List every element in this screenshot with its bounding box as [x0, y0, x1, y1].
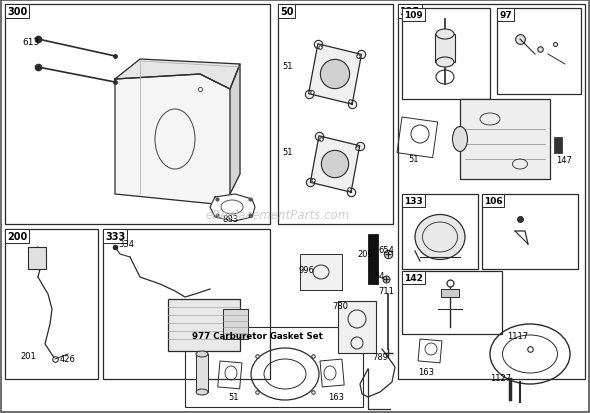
Text: 711: 711	[378, 286, 394, 295]
Text: 789: 789	[372, 352, 388, 361]
Bar	[300, 254, 342, 290]
Bar	[402, 271, 502, 334]
Text: 106: 106	[484, 197, 503, 206]
Bar	[103, 230, 270, 379]
Bar	[168, 299, 240, 351]
Text: 209: 209	[357, 249, 373, 259]
Text: 51: 51	[282, 62, 293, 71]
Text: 1117: 1117	[507, 331, 528, 340]
Text: 109: 109	[404, 11, 423, 20]
Text: 201: 201	[20, 351, 36, 360]
Text: 142: 142	[404, 273, 423, 282]
Polygon shape	[115, 75, 230, 204]
Text: 50: 50	[280, 7, 293, 17]
Bar	[397, 118, 438, 158]
Bar	[185, 327, 363, 407]
Polygon shape	[309, 45, 362, 105]
Bar	[398, 5, 585, 379]
Text: 996: 996	[298, 266, 314, 274]
Text: eReplacementParts.com: eReplacementParts.com	[205, 208, 349, 221]
Text: 54: 54	[374, 271, 385, 280]
Text: 780: 780	[332, 301, 348, 310]
Ellipse shape	[436, 30, 454, 40]
Polygon shape	[230, 65, 240, 195]
Polygon shape	[310, 136, 360, 193]
Bar	[418, 339, 442, 363]
Text: 977 Carburetor Gasket Set: 977 Carburetor Gasket Set	[192, 331, 323, 340]
Text: 334: 334	[118, 240, 134, 248]
Bar	[338, 301, 376, 353]
Bar	[402, 9, 490, 100]
Text: 163: 163	[418, 367, 434, 376]
Bar	[435, 35, 455, 63]
Text: 133: 133	[404, 197, 423, 206]
Text: 300: 300	[7, 7, 27, 17]
Bar	[28, 247, 46, 269]
Bar	[320, 359, 344, 387]
Ellipse shape	[415, 215, 465, 260]
Ellipse shape	[196, 389, 208, 395]
Bar	[482, 195, 578, 269]
Polygon shape	[210, 195, 255, 221]
Ellipse shape	[322, 151, 349, 178]
Text: 654: 654	[378, 245, 394, 254]
Text: 163: 163	[328, 392, 344, 401]
Ellipse shape	[320, 60, 350, 89]
Text: 883: 883	[222, 214, 238, 223]
Bar	[5, 230, 98, 379]
Text: 613: 613	[22, 38, 40, 47]
Bar	[223, 309, 248, 339]
Bar	[196, 354, 208, 392]
Text: 125: 125	[400, 7, 420, 17]
Bar	[5, 5, 270, 224]
Text: 333: 333	[105, 231, 125, 242]
Bar	[554, 138, 562, 154]
Ellipse shape	[453, 127, 467, 152]
Bar	[402, 195, 478, 269]
Text: 426: 426	[60, 354, 76, 363]
Text: 147: 147	[556, 156, 572, 165]
Bar	[218, 361, 242, 389]
Bar	[460, 100, 550, 180]
Ellipse shape	[196, 351, 208, 357]
Polygon shape	[115, 60, 240, 90]
Text: 1127: 1127	[490, 373, 511, 382]
Bar	[441, 289, 459, 297]
Bar	[497, 9, 581, 95]
Text: 51: 51	[282, 147, 293, 157]
Bar	[368, 235, 378, 284]
Text: 97: 97	[499, 11, 512, 20]
Text: 51: 51	[228, 392, 238, 401]
Text: 200: 200	[7, 231, 27, 242]
Bar	[278, 5, 393, 224]
Text: 51: 51	[408, 154, 418, 164]
Ellipse shape	[436, 58, 454, 68]
